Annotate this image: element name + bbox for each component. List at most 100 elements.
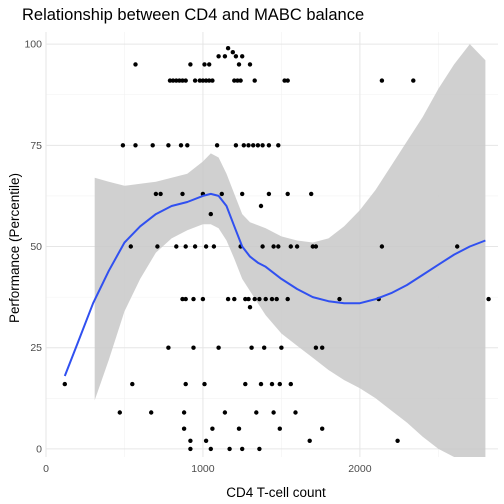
data-point bbox=[223, 410, 227, 414]
x-tick-label: 1000 bbox=[191, 463, 215, 475]
data-point bbox=[262, 346, 266, 350]
y-tick-label: 100 bbox=[24, 39, 42, 51]
data-point bbox=[264, 297, 268, 301]
data-point bbox=[184, 382, 188, 386]
data-point bbox=[259, 204, 263, 208]
data-point bbox=[240, 192, 244, 196]
y-tick-label: 75 bbox=[30, 140, 42, 152]
data-point bbox=[267, 192, 271, 196]
data-point bbox=[278, 427, 282, 431]
data-point bbox=[210, 78, 214, 82]
data-point bbox=[184, 244, 188, 248]
data-point bbox=[234, 54, 238, 58]
data-point bbox=[216, 346, 220, 350]
data-point bbox=[270, 297, 274, 301]
data-point bbox=[240, 447, 244, 451]
data-point bbox=[411, 78, 415, 82]
data-point bbox=[309, 192, 313, 196]
x-axis-title: CD4 T-cell count bbox=[226, 485, 326, 500]
data-point bbox=[209, 212, 213, 216]
data-point bbox=[486, 297, 490, 301]
data-point bbox=[242, 143, 246, 147]
y-tick-label: 50 bbox=[30, 241, 42, 253]
data-point bbox=[223, 54, 227, 58]
confidence-band bbox=[95, 44, 486, 457]
x-tick-label: 2000 bbox=[348, 463, 372, 475]
data-point bbox=[253, 78, 257, 82]
data-point bbox=[257, 447, 261, 451]
data-point bbox=[246, 143, 250, 147]
data-point bbox=[259, 382, 263, 386]
data-point bbox=[395, 439, 399, 443]
data-point bbox=[314, 346, 318, 350]
data-point bbox=[201, 297, 205, 301]
data-point bbox=[226, 297, 230, 301]
data-point bbox=[270, 382, 274, 386]
data-point bbox=[118, 410, 122, 414]
data-point bbox=[155, 244, 159, 248]
data-point bbox=[254, 410, 258, 414]
data-point bbox=[286, 78, 290, 82]
data-point bbox=[210, 427, 214, 431]
data-point bbox=[188, 62, 192, 66]
data-point bbox=[231, 50, 235, 54]
data-point bbox=[202, 62, 206, 66]
data-point bbox=[188, 447, 192, 451]
data-point bbox=[271, 244, 275, 248]
data-point bbox=[337, 297, 341, 301]
data-point bbox=[276, 244, 280, 248]
data-point bbox=[129, 244, 133, 248]
data-point bbox=[380, 244, 384, 248]
data-point bbox=[260, 143, 264, 147]
data-point bbox=[202, 382, 206, 386]
data-point bbox=[276, 143, 280, 147]
data-point bbox=[191, 297, 195, 301]
data-point bbox=[253, 297, 257, 301]
data-point bbox=[204, 244, 208, 248]
data-point bbox=[207, 62, 211, 66]
data-point bbox=[184, 297, 188, 301]
data-point bbox=[238, 78, 242, 82]
chart-title: Relationship between CD4 and MABC balanc… bbox=[22, 6, 364, 24]
data-point bbox=[256, 143, 260, 147]
data-point bbox=[278, 382, 282, 386]
data-point bbox=[257, 297, 261, 301]
data-point bbox=[295, 244, 299, 248]
data-point bbox=[151, 143, 155, 147]
data-point bbox=[121, 143, 125, 147]
data-point bbox=[286, 192, 290, 196]
data-point bbox=[279, 346, 283, 350]
data-point bbox=[227, 447, 231, 451]
data-point bbox=[320, 427, 324, 431]
data-point bbox=[251, 143, 255, 147]
data-point bbox=[289, 382, 293, 386]
data-point bbox=[63, 382, 67, 386]
data-point bbox=[179, 143, 183, 147]
data-point bbox=[226, 46, 230, 50]
data-point bbox=[380, 78, 384, 82]
data-point bbox=[246, 297, 250, 301]
data-point bbox=[314, 244, 318, 248]
data-point bbox=[174, 244, 178, 248]
data-point bbox=[193, 244, 197, 248]
data-point bbox=[212, 244, 216, 248]
data-point bbox=[320, 346, 324, 350]
data-point bbox=[130, 382, 134, 386]
data-point bbox=[308, 439, 312, 443]
data-point bbox=[154, 192, 158, 196]
data-point bbox=[184, 78, 188, 82]
confidence-band-area bbox=[95, 44, 486, 457]
data-point bbox=[275, 297, 279, 301]
data-point bbox=[180, 192, 184, 196]
data-point bbox=[237, 427, 241, 431]
data-point bbox=[289, 244, 293, 248]
data-point bbox=[455, 244, 459, 248]
data-point bbox=[260, 244, 264, 248]
data-point bbox=[158, 192, 162, 196]
data-point bbox=[215, 143, 219, 147]
data-point bbox=[193, 78, 197, 82]
data-point bbox=[166, 346, 170, 350]
y-tick-label: 0 bbox=[36, 443, 42, 455]
data-point bbox=[237, 62, 241, 66]
